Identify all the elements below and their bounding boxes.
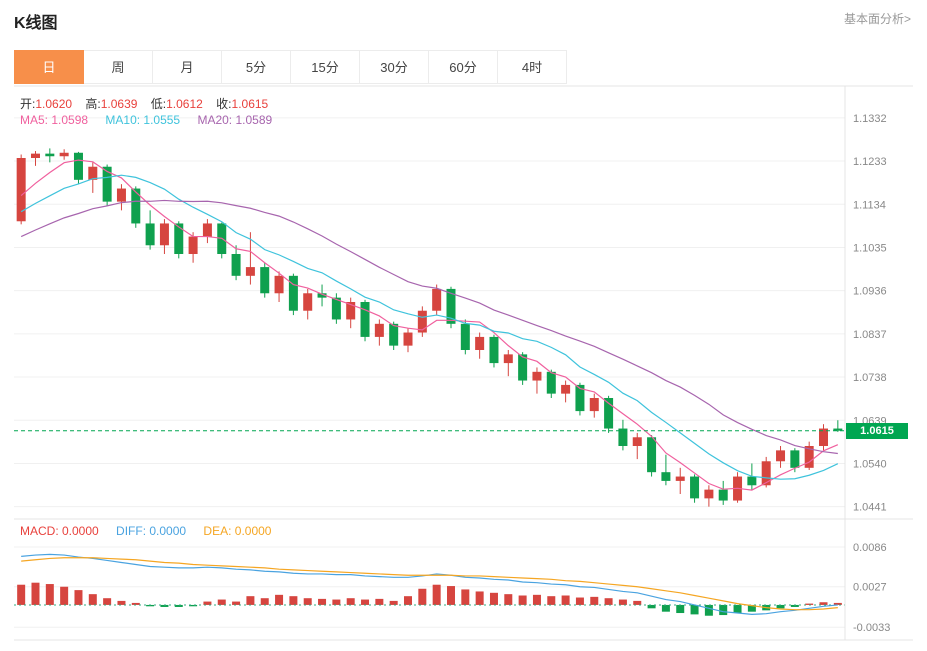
high-value: 1.0639 [100, 97, 138, 111]
tab-5min[interactable]: 5分 [221, 50, 291, 84]
tab-day[interactable]: 日 [14, 50, 84, 84]
ma10-legend: MA10: 1.0555 [105, 113, 181, 127]
ma-legend: MA5: 1.0598 MA10: 1.0555 MA20: 1.0589 [20, 113, 286, 127]
diff-value-legend: DIFF: 0.0000 [116, 524, 187, 538]
svg-text:0.0027: 0.0027 [853, 582, 887, 594]
tab-30min[interactable]: 30分 [359, 50, 429, 84]
svg-text:1.0738: 1.0738 [853, 372, 887, 384]
macd-legend: MACD: 0.0000 DIFF: 0.0000 DEA: 0.0000 [20, 524, 285, 538]
ma5-legend: MA5: 1.0598 [20, 113, 89, 127]
svg-text:1.1332: 1.1332 [853, 113, 887, 125]
close-value: 1.0615 [231, 97, 269, 111]
fundamental-analysis-link[interactable]: 基本面分析> [843, 12, 911, 26]
period-tabs: 日 周 月 5分 15分 30分 60分 4时 [14, 50, 567, 84]
svg-text:1.0441: 1.0441 [853, 502, 887, 514]
svg-text:1.0540: 1.0540 [853, 458, 887, 470]
high-label: 高: [85, 97, 101, 111]
low-label: 低: [150, 97, 167, 111]
widget-header: K线图 基本面分析> [0, 0, 927, 42]
current-price-tag: 1.0615 [846, 422, 908, 439]
svg-text:1.0936: 1.0936 [853, 286, 887, 298]
tab-week[interactable]: 周 [83, 50, 153, 84]
page-title: K线图 [14, 15, 58, 32]
tab-month[interactable]: 月 [152, 50, 222, 84]
svg-text:1.0837: 1.0837 [853, 329, 887, 341]
svg-text:1.1035: 1.1035 [853, 242, 887, 254]
close-label: 收: [216, 97, 232, 111]
dea-value-legend: DEA: 0.0000 [203, 524, 272, 538]
tab-4hour[interactable]: 4时 [497, 50, 567, 84]
open-value: 1.0620 [35, 97, 73, 111]
ma20-legend: MA20: 1.0589 [197, 113, 273, 127]
open-label: 开: [20, 97, 36, 111]
svg-text:0.0086: 0.0086 [853, 542, 887, 554]
ohlc-legend: 开:1.0620 高:1.0639 低:1.0612 收:1.0615 [20, 95, 278, 112]
macd-value-legend: MACD: 0.0000 [20, 524, 99, 538]
svg-text:1.1134: 1.1134 [853, 199, 886, 211]
tab-60min[interactable]: 60分 [428, 50, 498, 84]
svg-text:-0.0033: -0.0033 [853, 622, 890, 634]
tab-15min[interactable]: 15分 [290, 50, 360, 84]
svg-text:1.1233: 1.1233 [853, 156, 887, 168]
low-value: 1.0612 [166, 97, 203, 111]
